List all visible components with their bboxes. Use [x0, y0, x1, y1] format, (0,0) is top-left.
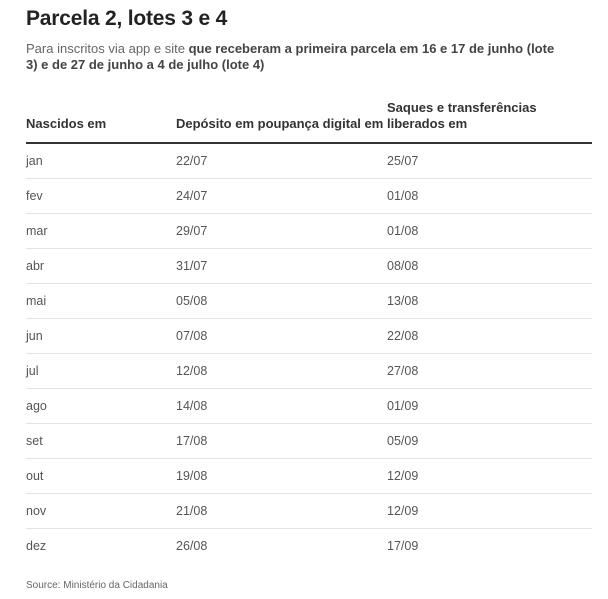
cell-deposit-date: 19/08 [176, 458, 387, 494]
cell-withdrawal-date: 12/09 [387, 458, 592, 494]
column-header-deposit-date: Depósito em poupança digital em [176, 100, 387, 144]
table-row: jan 22/07 25/07 [26, 143, 592, 179]
table-row: jun 07/08 22/08 [26, 318, 592, 354]
cell-deposit-date: 14/08 [176, 388, 387, 424]
cell-deposit-date: 07/08 [176, 318, 387, 354]
cell-deposit-date: 24/07 [176, 178, 387, 214]
table-row: fev 24/07 01/08 [26, 178, 592, 214]
cell-birth-month: out [26, 458, 176, 494]
cell-withdrawal-date: 22/08 [387, 318, 592, 354]
cell-deposit-date: 22/07 [176, 143, 387, 179]
column-header-born-in: Nascidos em [26, 100, 176, 144]
cell-birth-month: set [26, 423, 176, 459]
schedule-table: Nascidos em Depósito em poupança digital… [26, 100, 592, 563]
cell-withdrawal-date: 25/07 [387, 143, 592, 179]
cell-withdrawal-date: 17/09 [387, 539, 419, 553]
cell-deposit-date: 17/08 [176, 423, 387, 459]
cell-birth-month: ago [26, 388, 176, 424]
table-row: set 17/08 05/09 [26, 423, 592, 459]
cell-withdrawal-date: 01/08 [387, 178, 592, 214]
table-row: out 19/08 12/09 [26, 458, 592, 494]
cell-withdrawal-date: 01/08 [387, 213, 592, 249]
table-header-row: Nascidos em Depósito em poupança digital… [26, 100, 592, 144]
subtitle-bold-text: que receberam a primeira parcela em 16 e… [26, 41, 555, 72]
cell-birth-month: jun [26, 318, 176, 354]
cell-withdrawal-date: 08/08 [387, 248, 592, 284]
cell-deposit-date: 29/07 [176, 213, 387, 249]
cell-birth-month: fev [26, 178, 176, 214]
cell-withdrawal-date: 13/08 [387, 283, 592, 319]
cell-deposit-date: 12/08 [176, 353, 387, 389]
table-header: Nascidos em Depósito em poupança digital… [26, 100, 592, 144]
cell-withdrawal-date: 27/08 [387, 353, 592, 389]
source-note: Source: Ministério da Cidadania [26, 580, 168, 591]
table-row: dez 26/08 17/09 [26, 529, 592, 564]
cell-deposit-date: 05/08 [176, 283, 387, 319]
cell-birth-month: mar [26, 213, 176, 249]
cell-withdrawal-date: 01/09 [387, 388, 592, 424]
table-body: jan 22/07 25/07 fev 24/07 01/08 mar 29/07 01/08 a… [26, 143, 592, 563]
cell-birth-month: jan [26, 143, 176, 179]
table-row: ago 14/08 01/09 [26, 388, 592, 424]
cell-deposit-date: 26/08 [176, 539, 208, 553]
page-subtitle: Para inscritos via app e site que recebe… [26, 41, 566, 73]
cell-deposit-date: 31/07 [176, 248, 387, 284]
cell-birth-month: mai [26, 283, 176, 319]
table-row: mar 29/07 01/08 [26, 213, 592, 249]
table-row: mai 05/08 13/08 [26, 283, 592, 319]
cell-withdrawal-date: 12/09 [387, 493, 592, 529]
table-row: jul 12/08 27/08 [26, 353, 592, 389]
page-title: Parcela 2, lotes 3 e 4 [26, 7, 228, 30]
cell-deposit-date: 21/08 [176, 493, 387, 529]
cell-withdrawal-date: 05/09 [387, 423, 592, 459]
column-header-withdrawal-date: Saques e transferências liberados em [387, 100, 592, 144]
cell-birth-month: abr [26, 248, 176, 284]
cell-birth-month: jul [26, 353, 176, 389]
subtitle-plain-text: Para inscritos via app e site [26, 41, 189, 56]
table-row: nov 21/08 12/09 [26, 493, 592, 529]
cell-birth-month: nov [26, 493, 176, 529]
table-row: abr 31/07 08/08 [26, 248, 592, 284]
cell-birth-month: dez [26, 539, 47, 553]
